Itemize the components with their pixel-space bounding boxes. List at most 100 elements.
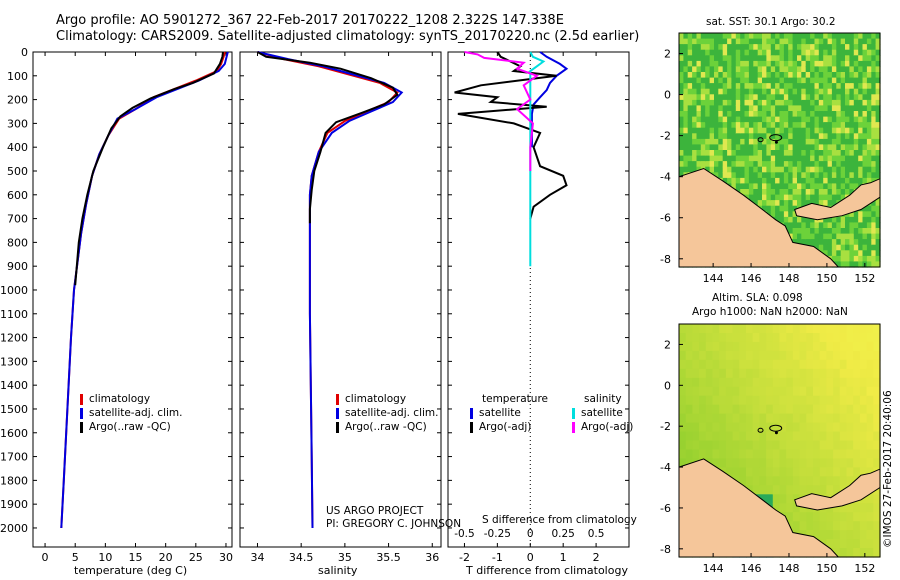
map-cell	[818, 122, 824, 129]
map-cell	[839, 440, 848, 451]
map-cell	[739, 476, 747, 486]
map-cell	[813, 422, 821, 433]
map-cell	[823, 44, 829, 51]
map-cell	[836, 33, 842, 40]
project-annotation: US ARGO PROJECT PI: GREGORY C. JOHNSON	[326, 505, 461, 531]
map-cell	[744, 49, 750, 56]
map-cell	[853, 422, 861, 433]
map-cell	[805, 233, 811, 240]
map-cell	[748, 144, 754, 151]
map-cell	[683, 99, 689, 107]
map-cell	[814, 133, 820, 140]
map-cell	[806, 324, 814, 334]
map-cell	[779, 177, 785, 185]
map-cell	[799, 341, 807, 352]
map-cell	[853, 66, 859, 73]
map-cell	[740, 138, 746, 146]
map-cell	[779, 205, 785, 212]
map-cell	[735, 94, 741, 101]
map-cell	[766, 476, 774, 486]
map-cell	[744, 189, 750, 196]
map-cell	[718, 133, 724, 140]
map-cell	[725, 333, 734, 343]
map-cell	[722, 77, 728, 84]
map-cell	[792, 161, 798, 168]
map-cell	[718, 138, 724, 146]
map-cell	[752, 341, 760, 352]
x-tick-label: 1	[560, 551, 567, 564]
map-cell	[679, 38, 684, 45]
map-cell	[709, 44, 715, 51]
map-cell	[866, 431, 874, 442]
map-cell	[862, 172, 868, 179]
map-cell	[692, 144, 698, 151]
map-cell	[757, 49, 763, 56]
map-cell	[735, 116, 741, 123]
map-cell	[805, 38, 811, 45]
map-cell	[810, 38, 816, 45]
map-cell	[862, 250, 868, 257]
map-cell	[714, 94, 719, 101]
map-cell	[692, 333, 700, 343]
map-cell	[846, 324, 854, 334]
map-cell	[788, 44, 794, 51]
map-cell	[740, 189, 746, 196]
map-cell	[875, 105, 881, 112]
map-cell	[679, 150, 684, 157]
map-cell	[862, 211, 868, 218]
map-cell	[846, 521, 854, 531]
map-cell	[813, 449, 821, 460]
map-cell	[849, 111, 855, 118]
map-cell	[786, 503, 794, 513]
map-cell	[836, 94, 842, 101]
map-cell	[862, 244, 868, 251]
map-cell	[705, 138, 711, 146]
map-cell	[766, 177, 772, 185]
map-cell	[753, 172, 759, 179]
map-cell	[714, 38, 719, 45]
map-cell	[849, 33, 855, 40]
map-cell	[731, 116, 737, 123]
map-cell	[779, 216, 785, 224]
map-cell	[762, 194, 767, 201]
map-cell	[827, 33, 833, 40]
map-cell	[739, 458, 747, 468]
map-cell	[845, 99, 850, 107]
map-cell	[705, 413, 714, 424]
map-cell	[722, 83, 728, 90]
map-cell	[839, 386, 848, 397]
map-cell	[831, 177, 837, 185]
map-cell	[753, 38, 759, 45]
map-cell	[806, 368, 814, 379]
map-cell	[757, 150, 763, 157]
map-cell	[727, 83, 733, 90]
map-cell	[705, 395, 714, 406]
map-cell	[718, 161, 724, 168]
map-cell	[858, 60, 864, 68]
map-cell	[705, 122, 711, 129]
map-cell	[806, 512, 814, 522]
map-cell	[839, 467, 848, 477]
map-cell	[839, 422, 848, 433]
map-cell	[849, 172, 855, 179]
map-cell	[839, 431, 848, 442]
map-cell	[762, 55, 767, 62]
map-cell	[814, 200, 820, 207]
map-cell	[873, 324, 881, 334]
map-cell	[788, 122, 794, 129]
map-cell	[875, 205, 881, 212]
map-cell	[772, 341, 781, 352]
map-cell	[871, 255, 877, 263]
map-cell	[687, 72, 693, 79]
map-cell	[775, 88, 781, 95]
map-cell	[753, 105, 759, 112]
map-cell	[871, 216, 877, 224]
map-cell	[732, 350, 740, 361]
map-cell	[740, 44, 746, 51]
map-cell	[797, 239, 802, 246]
map-cell	[788, 222, 794, 229]
map-cell	[786, 341, 794, 352]
map-cell	[875, 261, 881, 268]
map-cell	[836, 255, 842, 263]
